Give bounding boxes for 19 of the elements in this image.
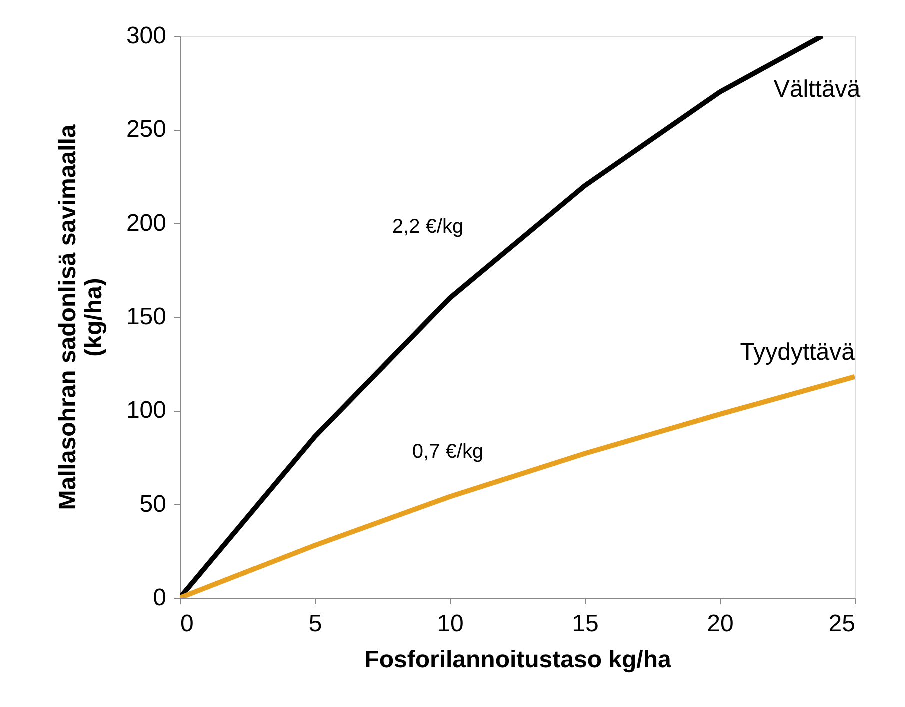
y-tick-label: 0 bbox=[153, 584, 166, 612]
annotation: 2,2 €/kg bbox=[392, 216, 464, 238]
y-tick-label: 200 bbox=[126, 210, 166, 237]
y-tick-label: 150 bbox=[126, 304, 166, 330]
x-tick-label: 15 bbox=[572, 610, 599, 638]
annotation: 0,7 €/kg bbox=[412, 441, 484, 463]
x-tick-label: 0 bbox=[180, 610, 194, 638]
x-tick-label: 25 bbox=[828, 610, 856, 638]
y-tick-label: 250 bbox=[126, 116, 166, 144]
series-label: Välttävä bbox=[774, 76, 862, 103]
y-tick-label: 50 bbox=[140, 490, 166, 518]
x-tick-label: 5 bbox=[308, 610, 322, 638]
y-tick-label: 100 bbox=[126, 397, 166, 424]
series-label: Tyydyttävä bbox=[740, 338, 856, 366]
y-axis-title: Mallasohran sadonlisä savimaalla (kg/ha) bbox=[54, 124, 108, 510]
x-axis-title: Fosforilannoitustaso kg/ha bbox=[364, 646, 672, 674]
y-tick-label: 300 bbox=[126, 22, 166, 50]
x-tick-label: 20 bbox=[707, 610, 734, 638]
x-tick-label: 10 bbox=[437, 610, 464, 638]
